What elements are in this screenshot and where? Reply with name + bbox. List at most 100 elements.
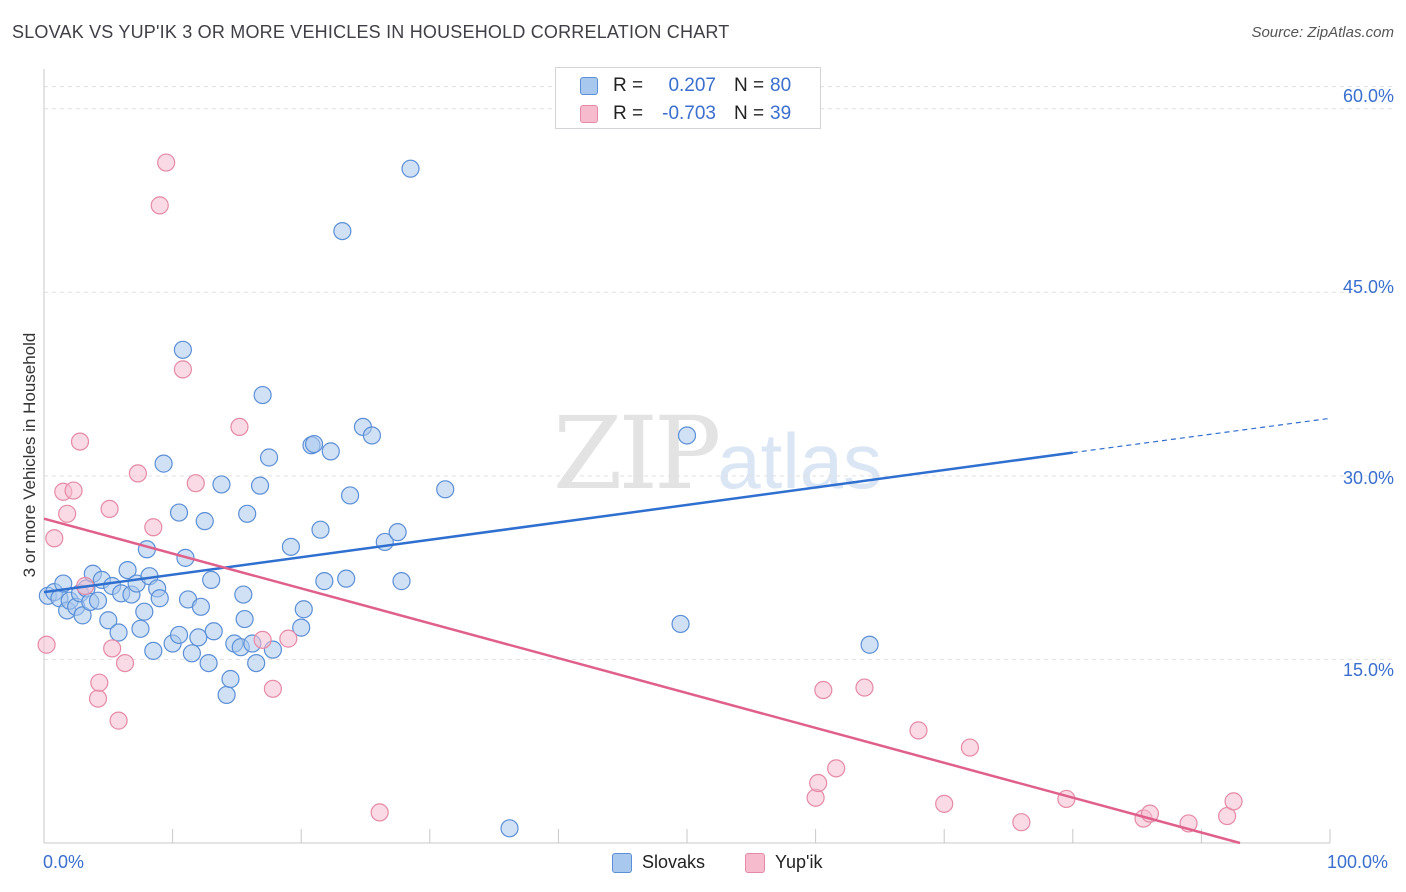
stats-row-yupik: R = -0.703 N = 39 [556, 100, 820, 128]
slovaks-point [189, 628, 208, 647]
yupik-point [157, 153, 176, 172]
slovaks-trend-extension [1072, 417, 1331, 454]
yupik-point [109, 711, 128, 730]
yupik-point [909, 721, 928, 740]
yupik-point [814, 680, 833, 700]
yupik-point [45, 529, 64, 548]
yupik-point [253, 630, 272, 649]
slovaks-point [109, 623, 128, 642]
slovaks-point [182, 644, 201, 663]
slovaks-point [217, 685, 236, 705]
yupik-trend-line [43, 517, 1241, 845]
yupik-point [806, 788, 825, 807]
yupik-point [58, 504, 77, 523]
n-value: 39 [770, 103, 792, 124]
slovaks-point [292, 618, 311, 637]
slovaks-point [118, 560, 137, 580]
yupik-point [173, 360, 192, 379]
slovaks-point [191, 597, 210, 616]
trend-lines [43, 417, 1331, 845]
slovaks-point [671, 614, 690, 634]
slovaks-point [144, 641, 163, 660]
slovaks-point [202, 570, 221, 589]
stats-row-slovaks: R = 0.207 N = 80 [556, 72, 820, 100]
yupik-point [935, 794, 954, 813]
yupik-point [150, 196, 169, 215]
r-value: -0.703 [662, 103, 716, 124]
yupik-point [70, 432, 90, 451]
slovaks-point [362, 426, 382, 445]
slovaks-point [333, 221, 352, 241]
yupik-point [279, 629, 298, 648]
yupik-point [1224, 792, 1243, 811]
yupik-point [37, 635, 56, 654]
yupik-point [128, 464, 147, 483]
slovaks-point [388, 523, 407, 542]
slovaks-point [315, 572, 334, 591]
slovaks-point [150, 589, 169, 608]
yupik-point [960, 738, 980, 757]
slovaks-point [73, 606, 92, 625]
n-value: 80 [770, 75, 792, 96]
yupik-point [809, 773, 828, 793]
yupik-point [1012, 813, 1031, 832]
slovaks-point [500, 819, 519, 838]
yupik-point [64, 481, 83, 500]
slovaks-point [221, 669, 240, 689]
slovaks-point [677, 426, 697, 445]
slovaks-point [238, 504, 257, 523]
r-value: 0.207 [668, 75, 716, 96]
slovaks-point [304, 434, 324, 454]
yupik-point [115, 653, 135, 673]
slovaks-point [195, 512, 214, 531]
legend-label-slovaks: Slovaks [642, 852, 706, 872]
slovaks-point [173, 340, 192, 359]
yupik-point [1057, 789, 1076, 809]
slovaks-point [294, 600, 313, 619]
yupik-point [90, 673, 109, 692]
source-label: Source: ZipAtlas.com [1251, 24, 1394, 41]
slovaks-point [135, 602, 154, 621]
slovaks-point [340, 486, 360, 505]
slovaks-point [88, 591, 108, 610]
slovaks-point [860, 635, 879, 654]
slovaks-point [169, 503, 189, 522]
slovaks-point [204, 622, 223, 641]
yupik-point [263, 679, 283, 698]
n-label: N = [734, 75, 765, 96]
yupik-point [186, 474, 205, 493]
legend-swatch-yupik [745, 853, 765, 873]
y-axis-label: 3 or more Vehicles in Household [20, 332, 39, 578]
slovaks-points [38, 159, 879, 838]
legend-swatch-slovaks [612, 853, 632, 873]
slovaks-trend-line [43, 451, 1073, 594]
slovaks-point [259, 448, 279, 467]
yupik-point [88, 689, 108, 708]
slovaks-point [131, 619, 150, 638]
slovaks-point [281, 537, 301, 556]
yupik-point [827, 759, 846, 778]
watermark-zip: ZIP [553, 395, 721, 512]
slovaks-point [321, 442, 340, 461]
y-tick-60: 60.0% [1342, 86, 1394, 106]
yupik-point [100, 499, 119, 518]
slovaks-point [253, 385, 272, 405]
n-label: N = [734, 103, 765, 124]
slovaks-point [235, 609, 254, 629]
chart-title: SLOVAK VS YUP'IK 3 OR MORE VEHICLES IN H… [12, 22, 730, 42]
r-label: R = [613, 103, 644, 124]
slovaks-point [392, 572, 411, 591]
x-tick-min: 0.0% [43, 852, 85, 872]
slovaks-point [212, 475, 231, 494]
yupik-point [230, 417, 249, 437]
slovaks-point [99, 611, 118, 630]
y-tick-45: 45.0% [1342, 277, 1394, 297]
y-tick-15: 15.0% [1342, 660, 1394, 680]
yupik-point [144, 518, 163, 537]
slovaks-point [199, 653, 218, 673]
slovaks-point [247, 653, 266, 673]
y-tick-30: 30.0% [1342, 468, 1394, 488]
r-label: R = [613, 75, 644, 96]
yupik-point [370, 803, 389, 822]
